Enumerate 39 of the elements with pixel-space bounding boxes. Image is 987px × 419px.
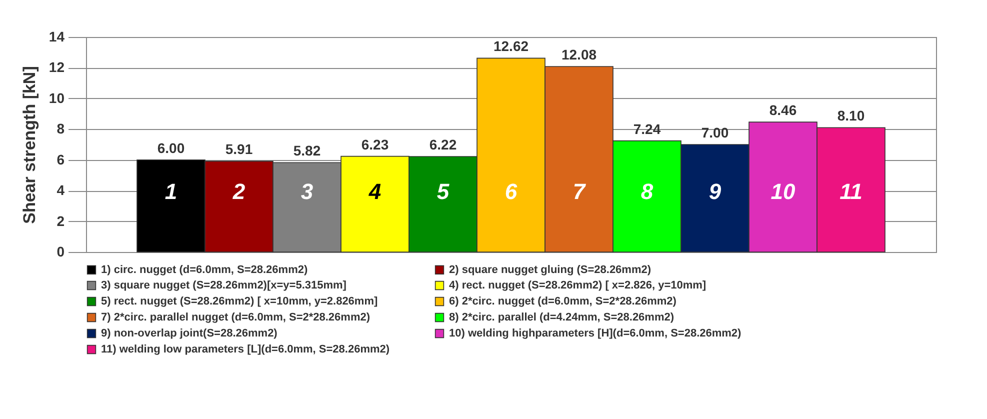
data-label: 5.82 — [293, 142, 321, 159]
y-tick-label: 12 — [48, 59, 65, 76]
data-label: 8.10 — [837, 108, 865, 124]
data-label: 6.22 — [429, 136, 457, 152]
y-tick-label: 8 — [56, 120, 65, 137]
x-tick-label: 10 — [770, 179, 796, 204]
data-label: 6.23 — [361, 136, 389, 152]
legend-label: 6) 2*circ. nugget (d=6.0mm, S=2*28.26mm2) — [449, 296, 677, 308]
x-tick-label: 8 — [640, 179, 654, 204]
x-tick-label: 4 — [368, 179, 382, 204]
y-tick-label: 10 — [48, 90, 65, 106]
data-label: 12.08 — [561, 46, 597, 62]
x-tick-label: 9 — [708, 179, 722, 204]
y-axis-title: Shear strength [kN] — [20, 66, 39, 224]
y-tick-label: 6 — [56, 151, 65, 168]
legend-label: 11) welding low parameters [L](d=6.0mm, S=28.26mm2) — [101, 344, 390, 356]
data-label: 8.46 — [769, 102, 797, 118]
data-label: 6.00 — [157, 140, 185, 156]
legend-label: 3) square nugget (S=28.26mm2)[x=y=5.315mm] — [101, 280, 347, 292]
data-label: 12.62 — [493, 38, 529, 54]
legend-label: 1) circ. nugget (d=6.0mm, S=28.26mm2) — [101, 264, 308, 276]
x-tick-label: 11 — [840, 179, 862, 204]
y-tick-label: 2 — [56, 212, 65, 229]
x-tick-label: 5 — [436, 179, 450, 204]
legend-label: 10) welding highparameters [H](d=6.0mm, S=28.26mm2) — [449, 328, 742, 340]
data-label: 5.91 — [225, 141, 253, 158]
legend-label: 8) 2*circ. parallel (d=4.24mm, S=28.26mm2) — [449, 312, 674, 324]
legend-label: 7) 2*circ. parallel nugget (d=6.0mm, S=2*28.26mm2) — [101, 312, 370, 324]
x-tick-label: 7 — [572, 179, 587, 204]
y-tick-label: 0 — [56, 244, 65, 260]
x-tick-label: 1 — [164, 179, 178, 204]
x-tick-label: 3 — [300, 179, 314, 204]
y-tick-label: 14 — [48, 28, 65, 44]
legend-label: 5) rect. nugget (S=28.26mm2) [ x=10mm, y=2.826mm] — [101, 296, 378, 308]
x-tick-label: 2 — [232, 179, 246, 204]
legend-label: 2) square nugget gluing (S=28.26mm2) — [449, 264, 652, 276]
x-tick-label: 6 — [504, 179, 518, 204]
legend-label: 9) non-overlap joint(S=28.26mm2) — [101, 328, 278, 340]
legend-label: 4) rect. nugget (S=28.26mm2) [ x=2.826, y=10mm] — [449, 280, 706, 292]
